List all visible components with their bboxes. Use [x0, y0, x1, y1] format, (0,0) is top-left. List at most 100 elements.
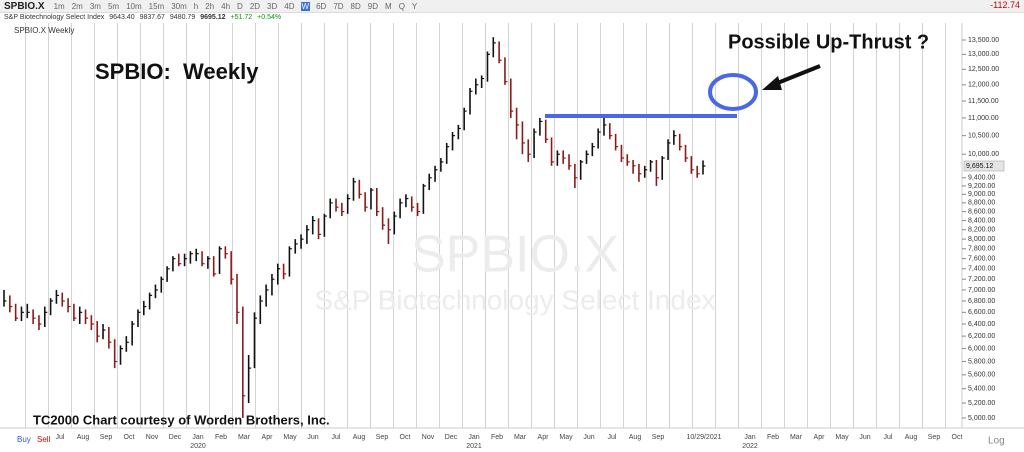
x-tick-label: Aug — [629, 434, 642, 441]
y-tick-label: 10,500.00 — [968, 132, 999, 139]
x-tick-label: Jan — [192, 434, 203, 441]
x-tick-label: Dec — [445, 434, 458, 441]
timeframe-button[interactable]: h — [193, 1, 199, 11]
x-tick-label: May — [559, 434, 573, 441]
x-tick-label: Sep — [100, 434, 113, 441]
x-tick-label: Jun — [859, 434, 870, 441]
timeframe-button[interactable]: 2m — [71, 1, 83, 11]
timeframe-button[interactable]: 4D — [284, 1, 295, 11]
buy-button[interactable]: Buy — [17, 435, 31, 444]
change: +51.72 — [230, 14, 253, 21]
timeframe-button[interactable]: 4h — [221, 1, 231, 11]
x-tick-label: Nov — [146, 434, 159, 441]
y-tick-label: 7,200.00 — [968, 276, 995, 283]
timeframe-button[interactable]: 7D — [333, 1, 344, 11]
timeframe-button[interactable]: 10m — [126, 1, 142, 11]
y-tick-label: 8,600.00 — [968, 208, 995, 215]
x-tick-label: Feb — [215, 434, 227, 441]
timeframe-button[interactable]: 30m — [171, 1, 187, 11]
last: 9695.12 — [200, 14, 226, 21]
timeframe-button[interactable]: 3m — [89, 1, 101, 11]
y-tick-label: 5,600.00 — [968, 372, 995, 379]
y-tick-label: 12,000.00 — [968, 82, 999, 89]
sell-button[interactable]: Sell — [37, 435, 51, 444]
timeframe-button[interactable]: 8D — [350, 1, 361, 11]
timeframe-button[interactable]: W — [300, 1, 311, 11]
y-tick-label: 12,500.00 — [968, 66, 999, 73]
x-tick-label: Jan — [744, 434, 755, 441]
x-year-label: 2021 — [466, 443, 482, 450]
change-pct: +0.54% — [257, 14, 282, 21]
symbol[interactable]: SPBIO.X — [4, 0, 45, 12]
y-tick-label: 5,200.00 — [968, 400, 995, 407]
y-tick-label: 13,000.00 — [968, 51, 999, 58]
timeframe-button[interactable]: M — [385, 1, 392, 11]
x-tick-label: Aug — [353, 434, 366, 441]
x-tick-label: Sep — [928, 434, 941, 441]
x-tick-label: Apr — [262, 434, 274, 441]
y-tick-label: 11,500.00 — [968, 98, 999, 105]
x-tick-label: Aug — [77, 434, 90, 441]
highlight-circle — [708, 73, 758, 111]
timeframe-button[interactable]: 9D — [367, 1, 379, 11]
x-tick-label: Apr — [814, 434, 826, 441]
arrow-shaft — [774, 64, 821, 86]
timeframe-button[interactable]: 1m — [53, 1, 65, 11]
x-tick-label: Oct — [124, 434, 135, 441]
y-tick-label: 6,200.00 — [968, 333, 995, 340]
x-tick-label: Nov — [422, 434, 435, 441]
y-tick-label: 7,800.00 — [968, 246, 995, 253]
timeframe-button[interactable]: D — [237, 1, 243, 11]
x-tick-label: Mar — [790, 434, 803, 441]
y-tick-label: 9,200.00 — [968, 183, 995, 190]
x-tick-label: May — [283, 434, 297, 441]
annotation-credit: TC2000 Chart courtesy of Worden Brothers… — [33, 412, 330, 427]
timeframe-button[interactable]: 3D — [267, 1, 278, 11]
y-tick-label: 8,400.00 — [968, 217, 995, 224]
plot-bg — [0, 23, 962, 428]
annotation-title: SPBIO: Weekly — [95, 59, 259, 84]
y-tick-label: 7,400.00 — [968, 266, 995, 273]
timeframe-button[interactable]: 15m — [148, 1, 165, 11]
x-tick-label: Jul — [332, 434, 341, 441]
high: 9837.67 — [139, 14, 165, 21]
x-tick-label: Sep — [652, 434, 665, 441]
x-tick-label: May — [835, 434, 849, 441]
y-tick-label: 5,000.00 — [968, 415, 995, 422]
watermark-subtitle: S&P Biotechnology Select Index — [314, 284, 715, 315]
y-tick-label: 8,800.00 — [968, 200, 995, 207]
timeframe-button[interactable]: Q — [398, 1, 405, 11]
x-tick-label: Jun — [307, 434, 318, 441]
timeframe-button[interactable]: 2h — [205, 1, 215, 11]
y-tick-label: 9,000.00 — [968, 191, 995, 198]
timeframe-button[interactable]: 5m — [107, 1, 120, 11]
x-tick-label: Dec — [169, 434, 182, 441]
y-tick-label: 8,200.00 — [968, 227, 995, 234]
y-tick-label: 5,400.00 — [968, 386, 995, 393]
x-year-label: 2022 — [742, 443, 758, 450]
timeframe-button[interactable]: 2D — [249, 1, 261, 11]
y-tick-label: 8,000.00 — [968, 236, 995, 243]
x-tick-label: Feb — [767, 434, 779, 441]
timeframe-button[interactable]: 6D — [316, 1, 327, 11]
x-tick-label: Jul — [608, 434, 617, 441]
y-tick-label: 13,500.00 — [968, 37, 999, 44]
y-tick-label: 9,400.00 — [968, 175, 995, 182]
y-tick-label: 7,000.00 — [968, 287, 995, 294]
y-tick-label: 10,000.00 — [968, 151, 999, 158]
x-tick-label: 10/29/2021 — [686, 434, 721, 441]
last-price-box — [963, 160, 1005, 172]
index-name: S&P Biotechnology Select Index — [4, 14, 105, 21]
watermark: SPBIO.X — [411, 226, 619, 284]
x-tick-label: Aug — [905, 434, 918, 441]
low: 9480.79 — [169, 14, 196, 21]
info-bar: S&P Biotechnology Select Index 9643.40 9… — [0, 13, 1024, 22]
x-tick-label: Oct — [952, 434, 963, 441]
log-toggle[interactable]: Log — [988, 436, 1005, 447]
y-tick-label: 6,400.00 — [968, 321, 995, 328]
change-right: -112.74 — [990, 0, 1020, 10]
timeframe-button[interactable]: Y — [411, 1, 418, 11]
open: 9643.40 — [109, 14, 135, 21]
